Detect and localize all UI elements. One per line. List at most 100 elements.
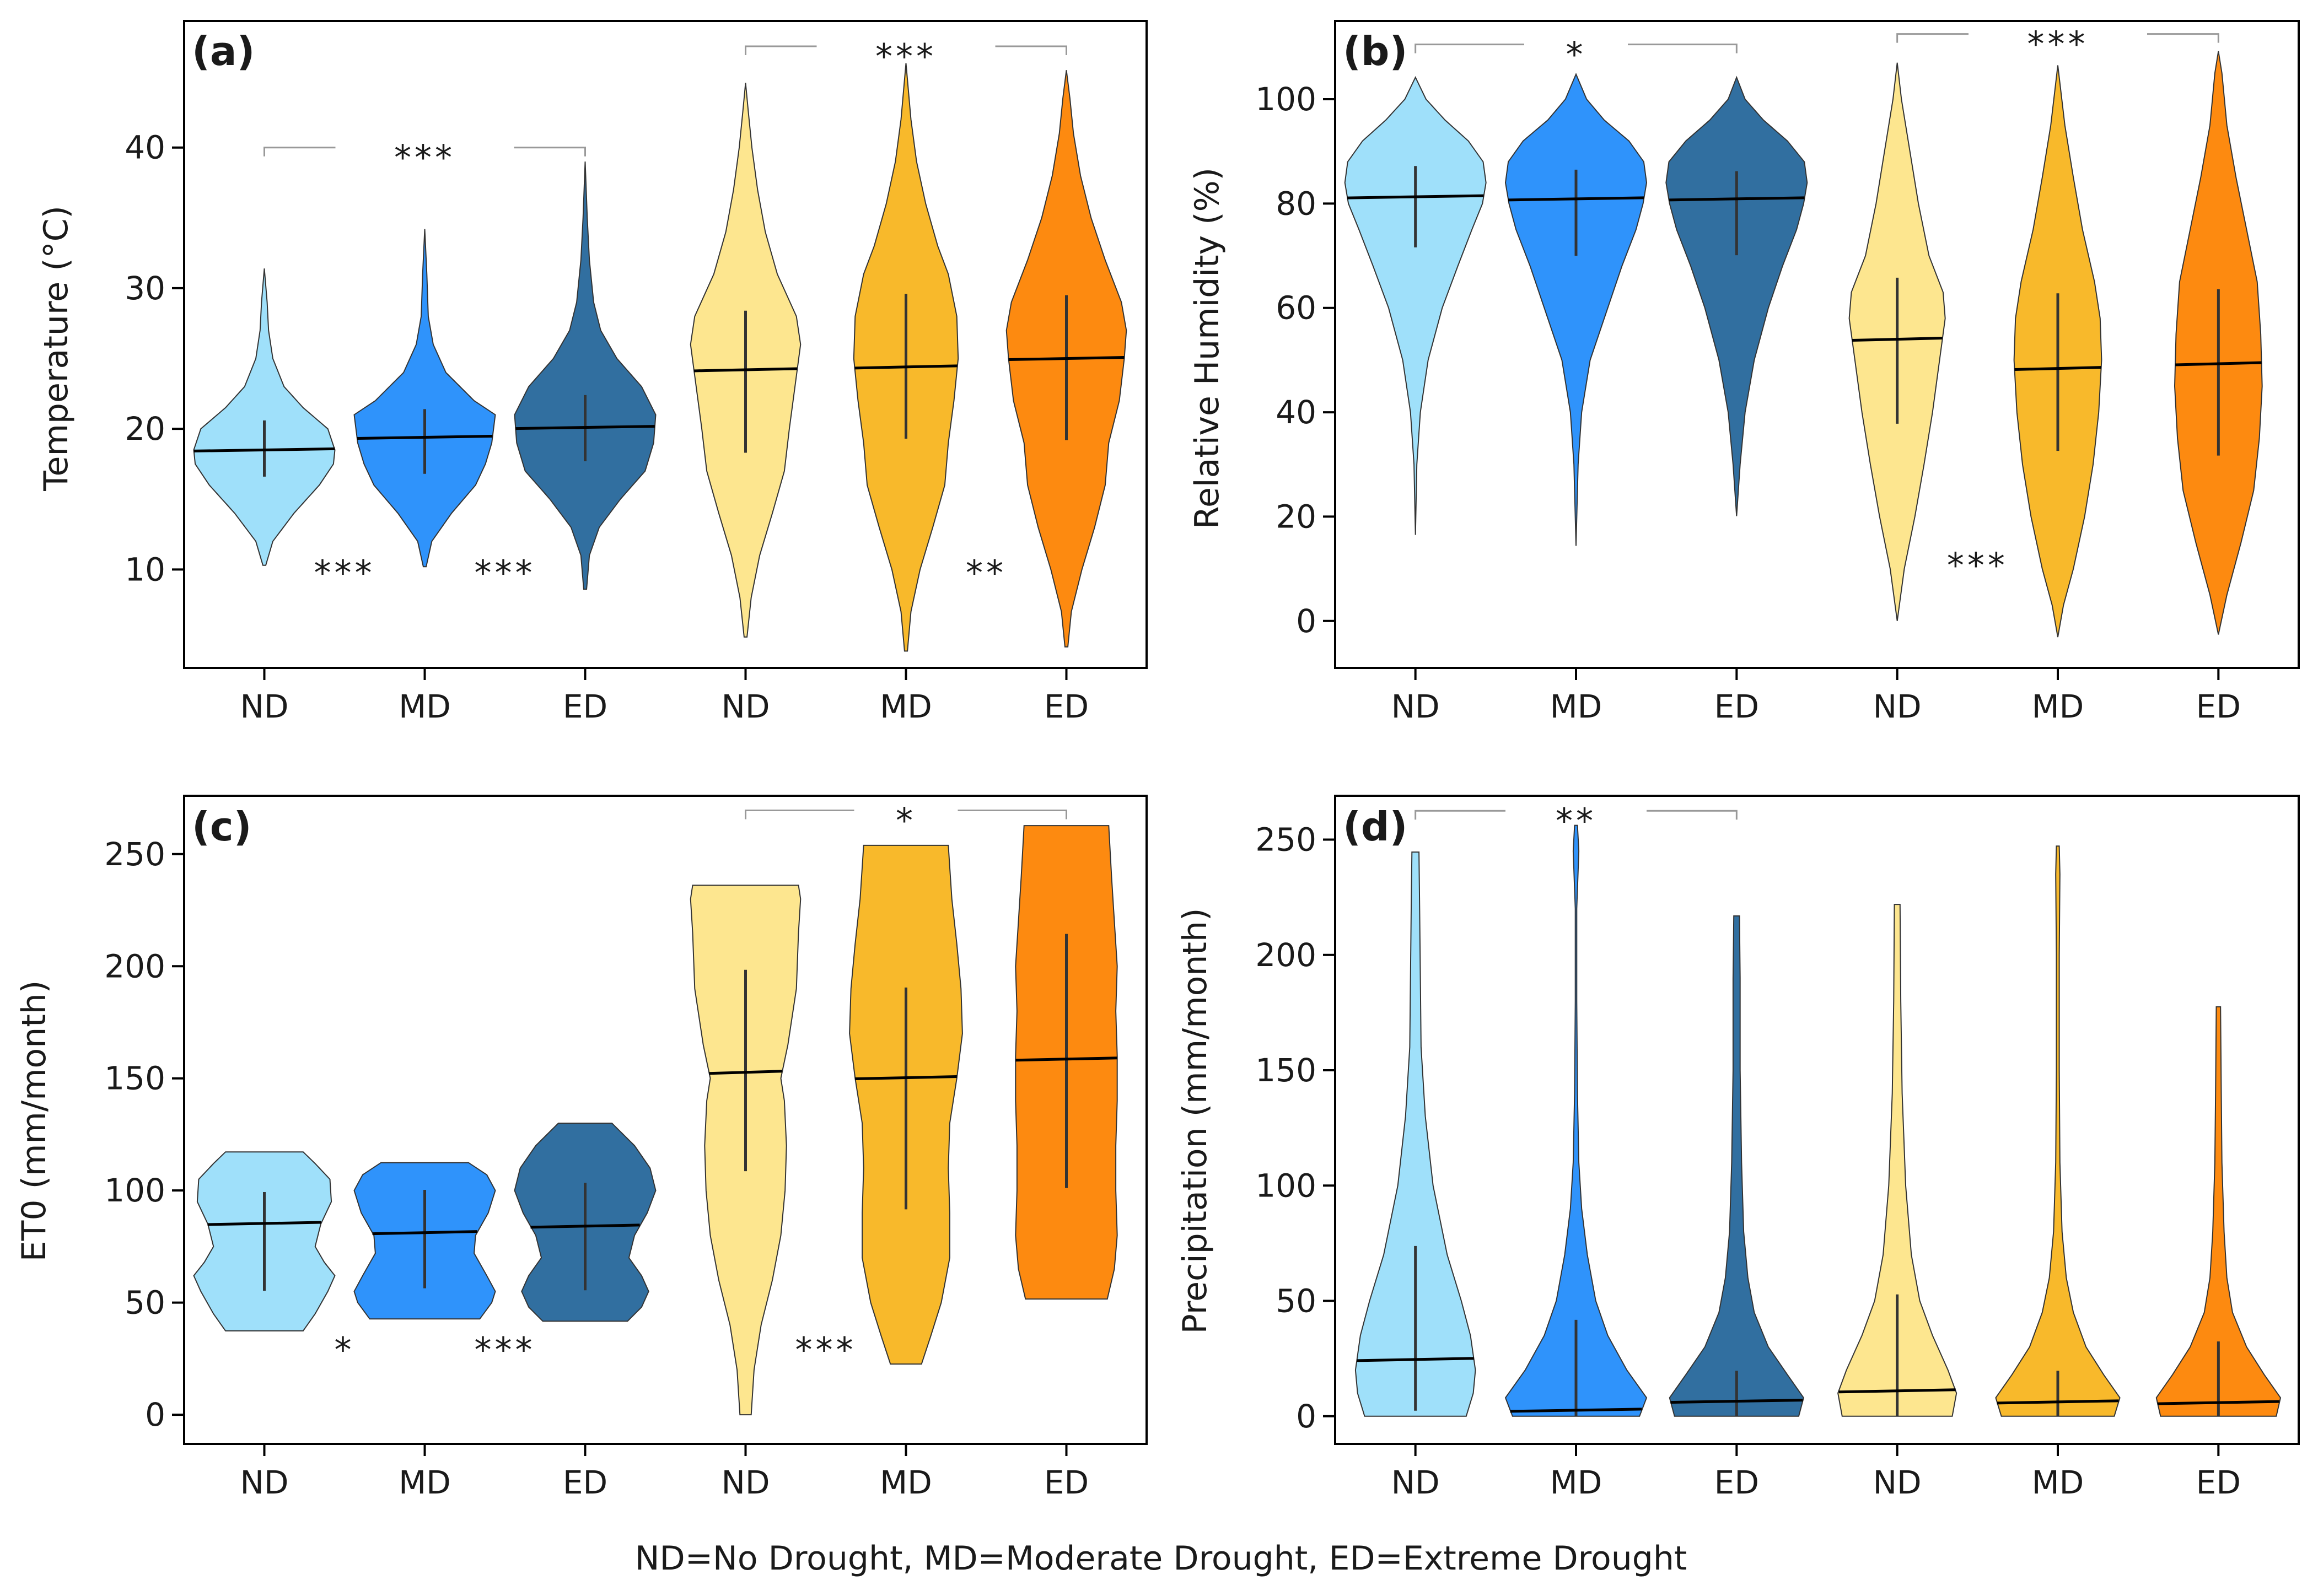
panel-d-frame: [1334, 795, 2300, 1445]
x-tick-label: ED: [563, 688, 607, 725]
panel-a-violins: [193, 63, 1127, 652]
x-tick-label: MD: [880, 688, 932, 725]
x-tick-label: ND: [721, 1464, 770, 1501]
violin-ed-2: [514, 161, 657, 590]
y-tick-label: 80: [1276, 185, 1316, 222]
significance-label: ***: [394, 138, 455, 178]
x-tick-label: ND: [1873, 1464, 1922, 1501]
x-tick-label: ED: [2196, 688, 2241, 725]
panel-a-significance: ********* *** **: [263, 36, 1067, 593]
y-tick-label: 10: [125, 551, 165, 588]
y-tick-label: 250: [1255, 821, 1316, 859]
violin-median-line: [2157, 1400, 2280, 1405]
panel-b-y-axis: 0 20 40 60 80 100: [1255, 80, 1335, 640]
panel-a-label: (a): [192, 28, 255, 74]
significance-label: ***: [475, 553, 536, 593]
panel-c-frame: [183, 795, 1148, 1445]
violin-median-line: [1997, 1399, 2119, 1405]
y-tick-label: 20: [1276, 498, 1316, 535]
panel-b-violins: [1344, 51, 2263, 638]
x-tick-label: MD: [399, 688, 451, 725]
y-tick-label: 0: [145, 1396, 165, 1433]
violin-md-1: [1504, 73, 1648, 546]
significance-bracket: [1415, 810, 1738, 820]
x-tick-label: MD: [880, 1464, 932, 1501]
violin-median-line: [530, 1223, 640, 1229]
panel-b-significance: * ******: [1415, 24, 2219, 585]
panel-d-precipitation: ** 0 50 100 150 200 250 ND MD ED ND MD ED (d) Prec…: [1176, 795, 2300, 1501]
significance-label: **: [966, 553, 1007, 593]
panel-c-violins: [193, 825, 1118, 1416]
significance-bracket: [263, 147, 586, 157]
y-tick-label: 150: [1255, 1052, 1316, 1089]
panel-c-y-axis-label: ET0 (mm/month): [15, 980, 53, 1261]
violin-median-line: [372, 1230, 477, 1236]
violin-median-line: [1852, 337, 1943, 342]
y-tick-label: 50: [1276, 1282, 1316, 1320]
panel-a-frame: [183, 20, 1148, 669]
panel-c-x-axis: ND MD ED ND MD ED: [240, 1444, 1089, 1501]
y-tick-label: 100: [1255, 1167, 1316, 1204]
y-tick-label: 100: [1255, 80, 1316, 118]
x-tick-label: ED: [1714, 688, 1759, 725]
significance-label: *: [896, 800, 916, 840]
panel-c-significance: ** *** ***: [335, 800, 1067, 1370]
panel-b-x-axis: ND MD ED ND MD ED: [1391, 668, 2241, 725]
x-tick-label: ED: [563, 1464, 607, 1501]
violin-median-line: [1008, 356, 1125, 362]
y-tick-label: 150: [104, 1060, 165, 1097]
violin-median-line: [1838, 1388, 1956, 1394]
significance-bracket: [745, 45, 1067, 55]
violin-median-line: [1669, 196, 1805, 202]
y-tick-label: 0: [1296, 1398, 1316, 1435]
significance-label: ***: [314, 553, 375, 593]
significance-label: *: [335, 1330, 355, 1370]
significance-bracket: [1415, 44, 1738, 53]
y-tick-label: 40: [125, 129, 165, 166]
panel-b-frame: [1334, 20, 2300, 669]
violin-median-line: [357, 434, 493, 440]
panel-d-y-axis: 0 50 100 150 200 250: [1255, 821, 1335, 1435]
significance-label: ***: [475, 1330, 536, 1370]
violin-median-line: [2014, 366, 2101, 371]
y-tick-label: 200: [1255, 936, 1316, 974]
legend-footer-caption: ND=No Drought, MD=Moderate Drought, ED=E…: [635, 1539, 1687, 1578]
violin-nd-0: [1354, 851, 1476, 1417]
violin-median-line: [1347, 194, 1484, 199]
x-tick-label: ND: [1391, 688, 1440, 725]
significance-label: *: [1566, 35, 1586, 75]
significance-label: ***: [875, 36, 937, 77]
y-tick-label: 30: [125, 269, 165, 307]
x-tick-label: ED: [1044, 688, 1089, 725]
y-tick-label: 100: [104, 1172, 165, 1209]
significance-bracket: [745, 809, 1067, 819]
panel-d-y-axis-label: Precipitation (mm/month): [1176, 908, 1214, 1334]
violin-nd-3: [1837, 904, 1957, 1417]
y-tick-label: 250: [104, 835, 165, 873]
y-tick-label: 60: [1276, 289, 1316, 327]
x-tick-label: ND: [1391, 1464, 1440, 1501]
violin-md-1: [353, 229, 496, 568]
significance-label: ***: [2027, 24, 2089, 64]
violin-median-line: [207, 1221, 321, 1226]
y-tick-label: 40: [1276, 393, 1316, 431]
panel-a-x-axis: ND MD ED ND MD ED: [240, 668, 1089, 725]
violin-median-line: [854, 364, 958, 370]
x-tick-label: MD: [2032, 1464, 2084, 1501]
x-tick-label: ND: [240, 1464, 288, 1501]
violin-md-4: [1995, 845, 2121, 1417]
panel-a-y-axis: 10 20 30 40: [125, 129, 184, 588]
x-tick-label: ND: [721, 688, 770, 725]
violin-nd-0: [1344, 76, 1487, 535]
y-tick-label: 0: [1296, 602, 1316, 640]
x-tick-label: ED: [1714, 1464, 1759, 1501]
violin-ed-2: [1665, 76, 1808, 516]
y-tick-label: 50: [125, 1284, 165, 1322]
panel-b-y-axis-label: Relative Humidity (%): [1188, 168, 1227, 529]
violin-median-line: [1510, 1408, 1642, 1413]
x-tick-label: MD: [399, 1464, 451, 1501]
x-tick-label: MD: [1550, 1464, 1602, 1501]
